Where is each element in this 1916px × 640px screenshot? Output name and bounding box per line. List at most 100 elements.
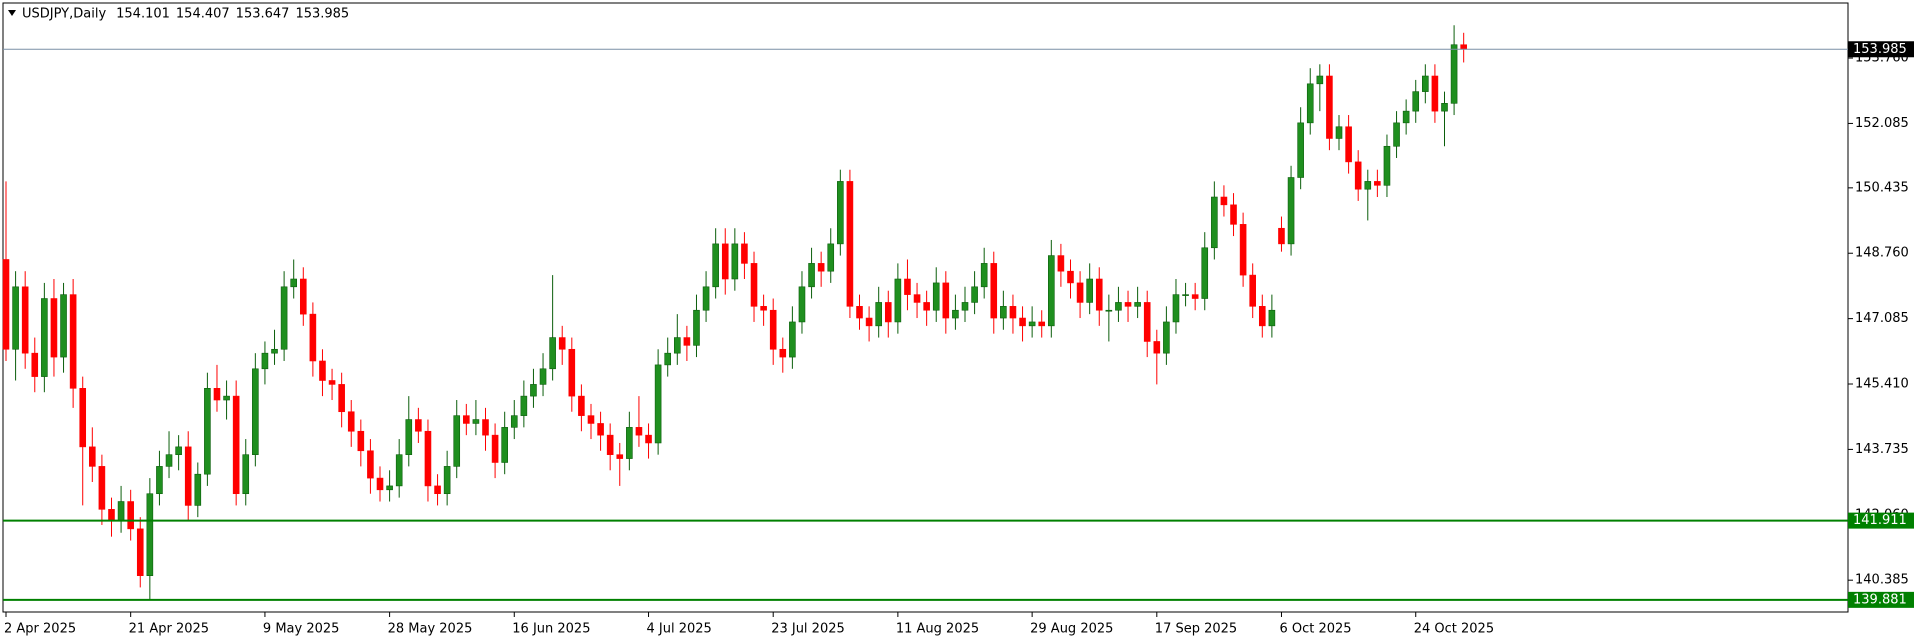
candle-body [424,430,432,487]
candle-body [309,313,317,362]
candle-body [1105,309,1113,312]
candle-body [1278,227,1285,245]
candle-body [673,337,681,354]
candle-body [731,243,739,280]
x-tick-label: 28 May 2025 [388,622,473,637]
candle-body [1249,274,1256,307]
candle-body [578,395,585,416]
x-tick-label: 11 Aug 2025 [896,622,979,637]
candle-body [491,434,499,463]
candle-body [252,368,259,455]
candle-body [837,181,844,245]
y-tick-label: 140.385 [1855,573,1909,588]
candle-body [1258,306,1266,327]
candle-body [386,485,393,491]
candle-body [1076,282,1084,303]
candle-body [597,423,604,436]
candle-body [1306,83,1314,124]
candle-body [645,434,652,444]
candle-body [558,337,566,350]
candle-body [904,278,911,295]
candle-body [156,466,163,495]
x-tick-label: 21 Apr 2025 [129,622,209,637]
x-tick-label: 9 May 2025 [263,622,340,637]
candle-body [136,528,144,576]
candle-body [415,419,422,432]
x-tick-label: 17 Sep 2025 [1155,622,1237,637]
candle-body [1354,161,1362,190]
candle-body [1019,317,1026,327]
candle-body [1316,75,1324,85]
candle-body [98,466,106,510]
candle-body [1038,321,1046,327]
x-tick-label: 4 Jul 2025 [647,622,712,637]
candle-body [894,278,902,323]
ohlc-value: 153.985 [295,7,349,22]
candle-body [1163,321,1170,354]
x-tick-label: 29 Aug 2025 [1030,622,1113,637]
candle-body [1211,196,1218,249]
x-tick-label: 23 Jul 2025 [771,622,845,637]
candle-body [587,415,595,424]
candle-body [683,337,691,346]
candle-body [1383,145,1391,186]
candle-body [1239,224,1247,276]
candle-body [798,286,806,323]
candle-body [549,337,556,370]
candle-body [884,302,892,323]
candle-body [108,509,115,522]
candle-body [750,263,758,307]
candle-body [271,348,278,354]
candle-body [990,263,998,319]
candle-body [1230,204,1237,225]
candle-body [932,282,940,311]
candle-body [60,294,67,358]
candle-body [1326,75,1333,139]
candle-body [1067,270,1074,284]
candle-body [635,427,643,436]
candle-body [769,309,777,350]
candle-body [1153,341,1161,354]
candle-body [1335,126,1343,139]
candle-body [405,419,413,455]
candle-body [1134,302,1141,307]
level-label: 141.911 [1853,513,1907,528]
candle-body [1086,278,1093,303]
candle-body [12,286,19,350]
y-tick-label: 143.735 [1855,442,1909,457]
candle-body [31,352,39,377]
candle-body [223,395,230,401]
candle-body [1000,306,1007,319]
candle-body [606,434,614,455]
candle-body [741,243,748,264]
candle-body [1172,294,1180,323]
candle-body [808,263,815,288]
candle-body [443,466,451,495]
candle-body [626,427,633,459]
candle-body [338,384,345,413]
candle-body [760,306,767,311]
candle-body [1115,302,1122,311]
candle-body [357,430,365,452]
candle-body [1402,110,1410,124]
candle-body [165,454,173,467]
candle-body [789,321,796,358]
x-tick-label: 24 Oct 2025 [1414,622,1494,637]
candle-body [846,181,854,307]
y-tick-label: 147.085 [1855,311,1909,326]
candle-body [616,454,624,459]
candle-body [923,302,930,311]
candle-body [213,388,221,401]
ohlc-value: 154.101 [116,7,170,22]
candle-body [827,243,835,272]
candle-body [530,384,537,397]
candle-body [1422,75,1429,92]
candle-body [942,282,950,319]
x-tick-label: 16 Jun 2025 [512,622,590,637]
candle-body [232,395,240,495]
candle-body [79,388,87,448]
candle-body [472,419,480,424]
candle-body [299,278,307,315]
candle-body [453,415,461,467]
